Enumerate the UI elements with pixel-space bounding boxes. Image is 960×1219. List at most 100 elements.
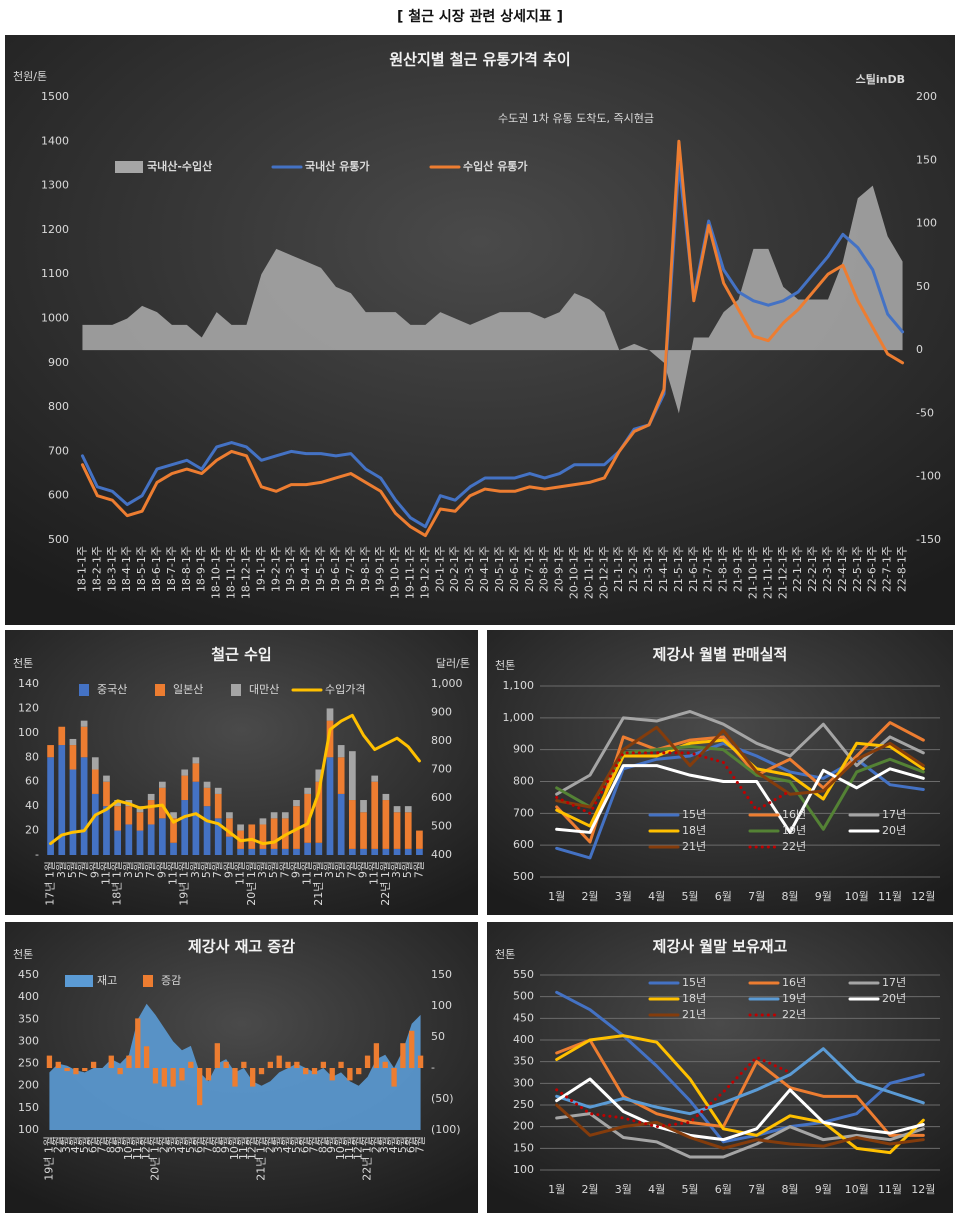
bar bbox=[303, 1068, 309, 1075]
legend-label: 17년 bbox=[882, 808, 906, 821]
x-tick-label: 21-10-1주 bbox=[746, 546, 759, 599]
bar bbox=[69, 769, 77, 855]
x-tick-label: 21-1-1주 bbox=[612, 546, 625, 592]
line bbox=[555, 1047, 925, 1116]
x-tick-label: 4월 bbox=[648, 890, 665, 903]
y2-tick-label: -50 bbox=[916, 406, 934, 419]
x-tick-label: 7월 bbox=[278, 861, 291, 878]
bar bbox=[294, 1061, 300, 1068]
x-tick-label: 20-1-1주 bbox=[433, 546, 446, 592]
legend-label: 21년 bbox=[682, 1008, 706, 1021]
x-tick-label: 20-9-1주 bbox=[553, 546, 566, 592]
x-tick-label: 22-7-1주 bbox=[881, 546, 894, 592]
bar bbox=[237, 848, 244, 855]
x-tick-label: 20년 1월 bbox=[245, 861, 258, 906]
bar bbox=[69, 738, 77, 746]
x-tick-label: 18-6-1주 bbox=[150, 546, 163, 592]
bar bbox=[214, 793, 222, 819]
x-tick-label: 6월 bbox=[299, 1136, 312, 1153]
legend-label: 국내산 유통가 bbox=[305, 159, 370, 173]
x-tick-label: 17년 1월 bbox=[44, 861, 57, 906]
x-tick-label: 1월 bbox=[548, 1183, 565, 1196]
x-tick-label: 7월 bbox=[95, 1136, 108, 1153]
x-tick-label: 20-3-1주 bbox=[463, 546, 476, 592]
bar bbox=[393, 848, 401, 855]
chart-title: 철근 수입 bbox=[211, 646, 271, 664]
bar bbox=[270, 812, 278, 819]
x-tick-label: 4월 bbox=[175, 1136, 188, 1153]
x-tick-label: 7월 bbox=[308, 1136, 321, 1153]
bar bbox=[337, 757, 345, 794]
x-tick-label: 12월 bbox=[352, 1136, 365, 1160]
x-tick-label: 22년 1월 bbox=[361, 1136, 374, 1181]
x-tick-label: 12월 bbox=[911, 890, 935, 903]
bar bbox=[205, 1068, 212, 1081]
chart-title: 제강사 재고 증감 bbox=[188, 938, 295, 956]
x-tick-label: 20-8-1주 bbox=[538, 546, 551, 592]
bar bbox=[259, 824, 267, 849]
bar bbox=[125, 824, 133, 855]
bar bbox=[114, 830, 121, 855]
bar bbox=[126, 1055, 132, 1068]
x-tick-label: 5월 bbox=[396, 1136, 409, 1153]
x-tick-label: 18-5-1주 bbox=[135, 546, 148, 592]
bar bbox=[64, 1068, 70, 1072]
legend-label: 20년 bbox=[882, 992, 906, 1005]
legend-label: 증감 bbox=[161, 974, 181, 987]
bar bbox=[58, 726, 66, 746]
x-tick-label: 21년 1월 bbox=[312, 861, 325, 906]
y-tick-label: 1,100 bbox=[503, 679, 535, 692]
line bbox=[555, 709, 925, 796]
y2-tick-label: 200 bbox=[916, 90, 937, 103]
line bbox=[49, 713, 421, 846]
y-tick-label: 550 bbox=[513, 968, 534, 981]
bar bbox=[371, 848, 379, 855]
x-tick-label: 9월 bbox=[219, 1136, 232, 1153]
bar bbox=[304, 842, 311, 855]
legend-label: 국내산-수입산 bbox=[147, 159, 212, 173]
bar bbox=[237, 824, 244, 831]
bar bbox=[248, 848, 256, 855]
legend-label: 20년 bbox=[882, 824, 906, 837]
y-tick-label: 1500 bbox=[41, 90, 69, 103]
x-tick-label: 12월 bbox=[911, 1183, 935, 1196]
bar bbox=[46, 1055, 53, 1068]
x-tick-label: 9월 bbox=[222, 861, 235, 878]
y-tick-label: 600 bbox=[48, 489, 69, 502]
y-tick-label: 120 bbox=[18, 701, 39, 714]
chart-panel bbox=[487, 922, 953, 1213]
y-axis-unit: 천톤 bbox=[495, 658, 515, 672]
x-tick-label: 8월 bbox=[781, 1183, 798, 1196]
bar bbox=[349, 800, 356, 849]
bar bbox=[214, 787, 222, 794]
legend-label: 22년 bbox=[782, 840, 806, 853]
x-tick-label: 2월 bbox=[369, 1136, 382, 1153]
y-tick-label: 400 bbox=[18, 990, 39, 1003]
line bbox=[555, 990, 925, 1144]
x-tick-label: 20-7-1주 bbox=[523, 546, 536, 592]
bar bbox=[192, 757, 200, 764]
bar bbox=[409, 1030, 415, 1068]
x-tick-label: 3월 bbox=[256, 861, 269, 878]
x-tick-label: 1월 bbox=[548, 890, 565, 903]
y-tick-label: 800 bbox=[513, 775, 534, 788]
x-tick-label: 12월 bbox=[246, 1136, 259, 1160]
y-tick-label: 40 bbox=[25, 799, 39, 812]
x-tick-label: 22-2-1주 bbox=[806, 546, 819, 592]
x-tick-label: 3월 bbox=[615, 1183, 632, 1196]
page-title: [ 철근 시장 관련 상세지표 ] bbox=[397, 8, 563, 25]
bar bbox=[170, 818, 177, 843]
bar bbox=[214, 818, 222, 855]
x-tick-label: 5월 bbox=[184, 1136, 197, 1153]
y-tick-label: 300 bbox=[18, 1034, 39, 1047]
line bbox=[80, 161, 905, 529]
x-tick-label: 10월 bbox=[122, 1136, 135, 1160]
bar bbox=[181, 769, 189, 776]
bar bbox=[356, 1068, 362, 1075]
y-tick-label: 350 bbox=[513, 1055, 534, 1068]
bar bbox=[347, 1068, 353, 1081]
bar bbox=[337, 745, 345, 758]
y-tick-label: 450 bbox=[513, 1011, 534, 1024]
